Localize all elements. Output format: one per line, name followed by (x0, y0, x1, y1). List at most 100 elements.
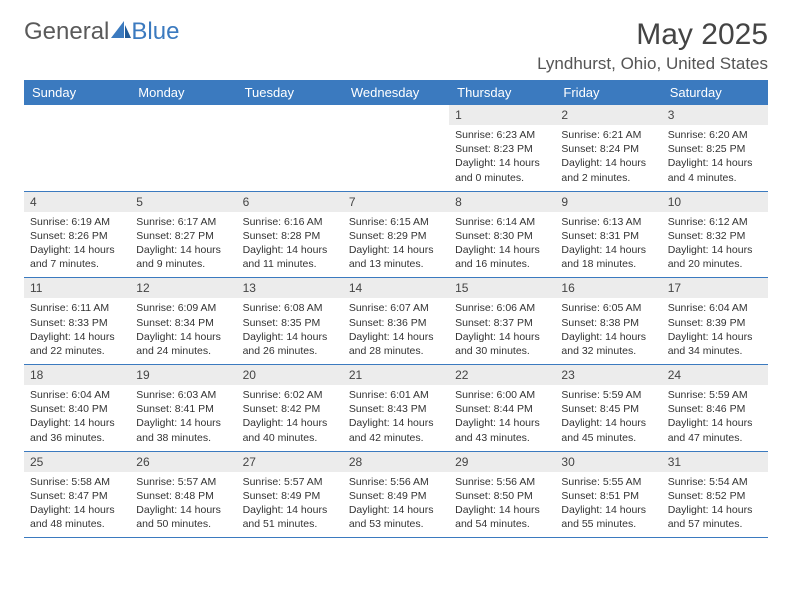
daylight-text: Daylight: 14 hours and 7 minutes. (30, 243, 124, 271)
sunset-text: Sunset: 8:34 PM (136, 316, 230, 330)
sunrise-text: Sunrise: 6:17 AM (136, 215, 230, 229)
day-number-cell: 14 (343, 278, 449, 299)
sunrise-text: Sunrise: 6:07 AM (349, 301, 443, 315)
day-number-cell: 3 (662, 105, 768, 125)
daylight-text: Daylight: 14 hours and 32 minutes. (561, 330, 655, 358)
day-number-row: 123 (24, 105, 768, 125)
day-number-cell: 21 (343, 365, 449, 386)
daylight-text: Daylight: 14 hours and 16 minutes. (455, 243, 549, 271)
day-number-row: 18192021222324 (24, 365, 768, 386)
sunrise-text: Sunrise: 6:19 AM (30, 215, 124, 229)
calendar-table: SundayMondayTuesdayWednesdayThursdayFrid… (24, 80, 768, 538)
sunset-text: Sunset: 8:43 PM (349, 402, 443, 416)
day-detail-cell: Sunrise: 6:21 AMSunset: 8:24 PMDaylight:… (555, 125, 661, 191)
title-block: May 2025 Lyndhurst, Ohio, United States (537, 18, 768, 74)
day-number-cell: 26 (130, 451, 236, 472)
day-number-cell: 6 (237, 191, 343, 212)
day-detail-cell: Sunrise: 6:14 AMSunset: 8:30 PMDaylight:… (449, 212, 555, 278)
daylight-text: Daylight: 14 hours and 4 minutes. (668, 156, 762, 184)
sunrise-text: Sunrise: 6:00 AM (455, 388, 549, 402)
day-number-cell: 4 (24, 191, 130, 212)
day-detail-cell: Sunrise: 5:57 AMSunset: 8:48 PMDaylight:… (130, 472, 236, 538)
weekday-header: Sunday (24, 80, 130, 105)
sunrise-text: Sunrise: 6:01 AM (349, 388, 443, 402)
sunset-text: Sunset: 8:29 PM (349, 229, 443, 243)
day-number-cell (237, 105, 343, 125)
day-number-cell: 10 (662, 191, 768, 212)
sunset-text: Sunset: 8:44 PM (455, 402, 549, 416)
sunrise-text: Sunrise: 6:11 AM (30, 301, 124, 315)
day-detail-cell: Sunrise: 6:12 AMSunset: 8:32 PMDaylight:… (662, 212, 768, 278)
sunset-text: Sunset: 8:31 PM (561, 229, 655, 243)
day-detail-cell: Sunrise: 5:56 AMSunset: 8:49 PMDaylight:… (343, 472, 449, 538)
sunset-text: Sunset: 8:46 PM (668, 402, 762, 416)
day-number-cell: 23 (555, 365, 661, 386)
day-detail-cell: Sunrise: 6:16 AMSunset: 8:28 PMDaylight:… (237, 212, 343, 278)
sunrise-text: Sunrise: 5:59 AM (668, 388, 762, 402)
sunrise-text: Sunrise: 6:16 AM (243, 215, 337, 229)
day-number-cell: 25 (24, 451, 130, 472)
daylight-text: Daylight: 14 hours and 22 minutes. (30, 330, 124, 358)
day-number-cell (343, 105, 449, 125)
day-detail-cell: Sunrise: 6:08 AMSunset: 8:35 PMDaylight:… (237, 298, 343, 364)
daylight-text: Daylight: 14 hours and 24 minutes. (136, 330, 230, 358)
sunset-text: Sunset: 8:41 PM (136, 402, 230, 416)
sunrise-text: Sunrise: 6:14 AM (455, 215, 549, 229)
sunset-text: Sunset: 8:47 PM (30, 489, 124, 503)
brand-sail-icon (111, 18, 131, 46)
day-number-cell: 31 (662, 451, 768, 472)
day-number-cell: 12 (130, 278, 236, 299)
day-number-row: 11121314151617 (24, 278, 768, 299)
sunrise-text: Sunrise: 6:15 AM (349, 215, 443, 229)
day-number-cell: 30 (555, 451, 661, 472)
sunset-text: Sunset: 8:48 PM (136, 489, 230, 503)
daylight-text: Daylight: 14 hours and 53 minutes. (349, 503, 443, 531)
sunrise-text: Sunrise: 6:21 AM (561, 128, 655, 142)
day-detail-cell: Sunrise: 5:57 AMSunset: 8:49 PMDaylight:… (237, 472, 343, 538)
day-number-cell (24, 105, 130, 125)
day-number-cell: 17 (662, 278, 768, 299)
daylight-text: Daylight: 14 hours and 36 minutes. (30, 416, 124, 444)
daylight-text: Daylight: 14 hours and 40 minutes. (243, 416, 337, 444)
day-detail-cell: Sunrise: 5:59 AMSunset: 8:46 PMDaylight:… (662, 385, 768, 451)
sunrise-text: Sunrise: 6:20 AM (668, 128, 762, 142)
weekday-header: Saturday (662, 80, 768, 105)
day-number-cell: 28 (343, 451, 449, 472)
day-number-cell: 8 (449, 191, 555, 212)
daylight-text: Daylight: 14 hours and 18 minutes. (561, 243, 655, 271)
day-number-cell: 11 (24, 278, 130, 299)
month-title: May 2025 (537, 18, 768, 52)
sunrise-text: Sunrise: 5:56 AM (349, 475, 443, 489)
daylight-text: Daylight: 14 hours and 9 minutes. (136, 243, 230, 271)
sunset-text: Sunset: 8:28 PM (243, 229, 337, 243)
sunset-text: Sunset: 8:51 PM (561, 489, 655, 503)
sunset-text: Sunset: 8:24 PM (561, 142, 655, 156)
day-detail-cell: Sunrise: 5:59 AMSunset: 8:45 PMDaylight:… (555, 385, 661, 451)
daylight-text: Daylight: 14 hours and 34 minutes. (668, 330, 762, 358)
sunset-text: Sunset: 8:42 PM (243, 402, 337, 416)
day-detail-cell: Sunrise: 6:07 AMSunset: 8:36 PMDaylight:… (343, 298, 449, 364)
sunset-text: Sunset: 8:52 PM (668, 489, 762, 503)
sunset-text: Sunset: 8:39 PM (668, 316, 762, 330)
sunrise-text: Sunrise: 5:59 AM (561, 388, 655, 402)
day-detail-cell: Sunrise: 6:09 AMSunset: 8:34 PMDaylight:… (130, 298, 236, 364)
sunset-text: Sunset: 8:45 PM (561, 402, 655, 416)
brand-part1: General (24, 18, 109, 46)
day-detail-cell: Sunrise: 5:58 AMSunset: 8:47 PMDaylight:… (24, 472, 130, 538)
sunset-text: Sunset: 8:26 PM (30, 229, 124, 243)
day-number-cell: 20 (237, 365, 343, 386)
day-number-cell: 24 (662, 365, 768, 386)
sunset-text: Sunset: 8:33 PM (30, 316, 124, 330)
daylight-text: Daylight: 14 hours and 11 minutes. (243, 243, 337, 271)
daylight-text: Daylight: 14 hours and 38 minutes. (136, 416, 230, 444)
sunset-text: Sunset: 8:36 PM (349, 316, 443, 330)
day-number-cell: 9 (555, 191, 661, 212)
day-number-cell: 19 (130, 365, 236, 386)
daylight-text: Daylight: 14 hours and 26 minutes. (243, 330, 337, 358)
sunset-text: Sunset: 8:25 PM (668, 142, 762, 156)
day-detail-cell: Sunrise: 6:23 AMSunset: 8:23 PMDaylight:… (449, 125, 555, 191)
day-number-cell: 22 (449, 365, 555, 386)
sunrise-text: Sunrise: 6:02 AM (243, 388, 337, 402)
day-detail-cell: Sunrise: 6:19 AMSunset: 8:26 PMDaylight:… (24, 212, 130, 278)
day-number-cell: 29 (449, 451, 555, 472)
